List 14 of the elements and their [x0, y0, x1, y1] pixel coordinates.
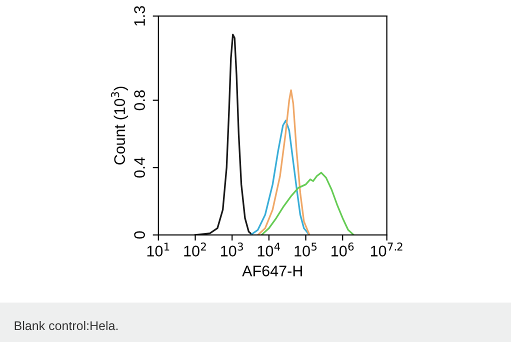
x-tick-label: 10$^{2}$	[184, 242, 206, 256]
x-tick-label: 10$^{3}$	[221, 242, 243, 256]
y-tick-label: 0.8	[134, 90, 145, 110]
y-tick-label: 0.4	[134, 157, 145, 178]
x-axis-title: AF647-H	[242, 266, 302, 276]
y-axis-title: Count (10$^{3}$)	[111, 86, 128, 165]
x-tick-label: 10$^{5}$	[294, 242, 317, 256]
y-tick-label: 0	[134, 231, 145, 239]
y-tick-label: 1.3	[134, 6, 145, 26]
text: Blank control:Hela.	[14, 320, 118, 330]
x-tick-label: 10$^{4}$	[258, 242, 280, 256]
x-tick-label: 10$^{6}$	[332, 242, 354, 256]
x-tick-label: 10$^{7.2}$	[370, 242, 402, 256]
x-tick-label: 10$^{1}$	[147, 242, 170, 256]
